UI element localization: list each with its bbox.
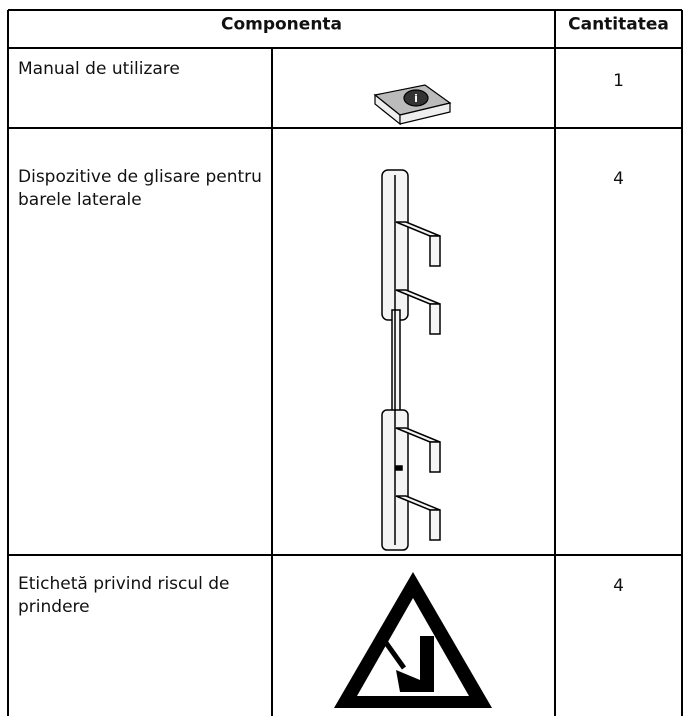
svg-text:i: i [414,92,418,105]
component-name: Manual de utilizare [18,59,180,79]
header-component: Componenta [220,14,343,35]
header-quantity: Cantitatea [568,14,669,35]
quantity: 4 [613,169,624,189]
manual-icon: i [373,84,452,126]
component-name: Etichetă privind riscul de prindere [18,574,230,617]
quantity: 4 [613,576,624,596]
component-name: Dispozitive de glisare pentru barele lat… [18,167,262,210]
quantity: 1 [613,71,624,91]
warning-icon [334,572,492,708]
slide-icon [381,169,441,551]
